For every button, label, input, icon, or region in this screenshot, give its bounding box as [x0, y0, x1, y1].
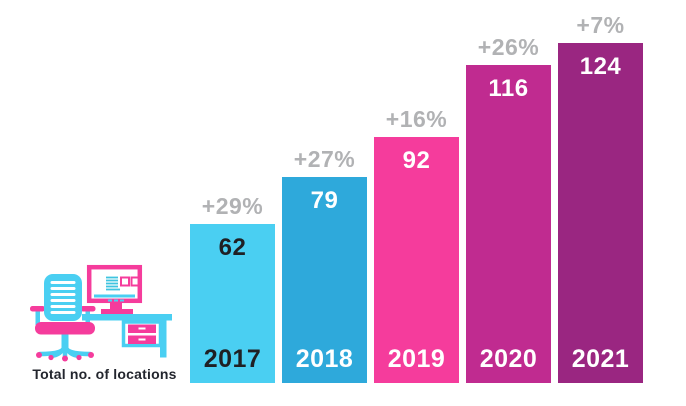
- screen-window-icons: [120, 276, 141, 287]
- bar-value-2017: 62: [218, 234, 247, 261]
- monitor-icon: [86, 264, 143, 314]
- bar-year-2019: 2019: [387, 345, 446, 373]
- chart-caption: Total no. of locations: [32, 366, 177, 382]
- office-chair-icon: [30, 274, 96, 362]
- bar-group-2017: +29% 62 2017: [190, 195, 275, 383]
- bar-2017: 62 2017: [190, 224, 275, 383]
- growth-label-2017: +29%: [201, 193, 264, 219]
- bar-year-2020: 2020: [479, 345, 538, 373]
- bar-year-2017: 2017: [203, 345, 262, 373]
- bar-value-2018: 79: [310, 187, 339, 214]
- chair-back-stripes-icon: [50, 281, 76, 314]
- bar-group-2019: +16% 92 2019: [374, 108, 459, 383]
- bar-2021: 124 2021: [558, 43, 643, 383]
- desk-icon: [82, 314, 172, 358]
- bar-group-2021: +7% 124 2021: [558, 14, 643, 383]
- desk-workstation-illustration: [22, 250, 192, 365]
- bar-value-2019: 92: [402, 147, 431, 174]
- bar-group-2020: +26% 116 2020: [466, 36, 551, 383]
- monitor-bezel-dashes-icon: [108, 299, 124, 302]
- screen-text-lines-icon: [106, 276, 120, 291]
- growth-label-2018: +27%: [293, 146, 356, 172]
- bar-year-2021: 2021: [571, 345, 630, 373]
- bar-value-2021: 124: [579, 53, 622, 80]
- bar-2020: 116 2020: [466, 65, 551, 383]
- growth-label-2019: +16%: [385, 106, 448, 132]
- growth-label-2021: +7%: [576, 12, 625, 38]
- bar-2018: 79 2018: [282, 177, 367, 383]
- bar-value-2020: 116: [488, 75, 529, 102]
- chair-caster-wheels-icon: [36, 352, 94, 362]
- bar-group-2018: +27% 79 2018: [282, 148, 367, 383]
- chair-base-icon: [37, 343, 93, 360]
- growth-label-2020: +26%: [477, 34, 540, 60]
- bar-year-2018: 2018: [295, 345, 354, 373]
- drawer-cabinet-icon: [121, 320, 163, 348]
- bar-2019: 92 2019: [374, 137, 459, 383]
